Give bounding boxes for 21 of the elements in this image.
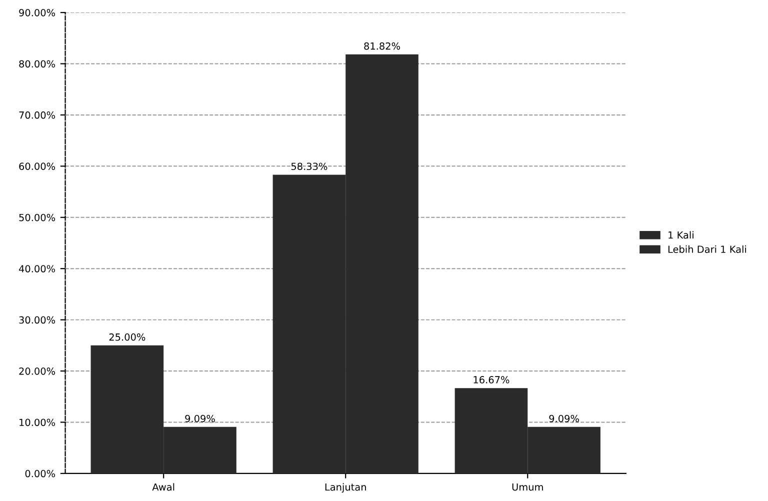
data-label: 9.09% xyxy=(185,414,215,422)
y-tick-label: 70.00% xyxy=(19,111,56,119)
y-tick-label: 30.00% xyxy=(19,316,56,324)
data-label: 58.33% xyxy=(291,162,328,170)
y-tick-label: 0.00% xyxy=(25,470,56,478)
y-tick-label: 60.00% xyxy=(19,162,56,170)
y-tick-label: 20.00% xyxy=(19,367,56,375)
data-label: 25.00% xyxy=(109,333,146,341)
y-tick-label: 10.00% xyxy=(20,418,56,426)
data-label: 81.82% xyxy=(364,42,400,50)
y-tick-label: 50.00% xyxy=(19,214,56,222)
x-tick-label: Umum xyxy=(512,483,543,491)
y-tick-label: 40.00% xyxy=(18,265,56,272)
legend-label: 1 Kali xyxy=(668,231,694,239)
data-label: 9.09% xyxy=(549,414,579,422)
y-tick-label: 90.00% xyxy=(19,9,56,16)
y-tick-label: 80.00% xyxy=(19,60,56,68)
x-tick-label: Lanjutan xyxy=(325,483,366,493)
data-label: 16.67% xyxy=(474,376,510,384)
legend-label: Lebih Dari 1 Kali xyxy=(668,245,746,253)
x-tick-label: Awal xyxy=(152,483,174,491)
